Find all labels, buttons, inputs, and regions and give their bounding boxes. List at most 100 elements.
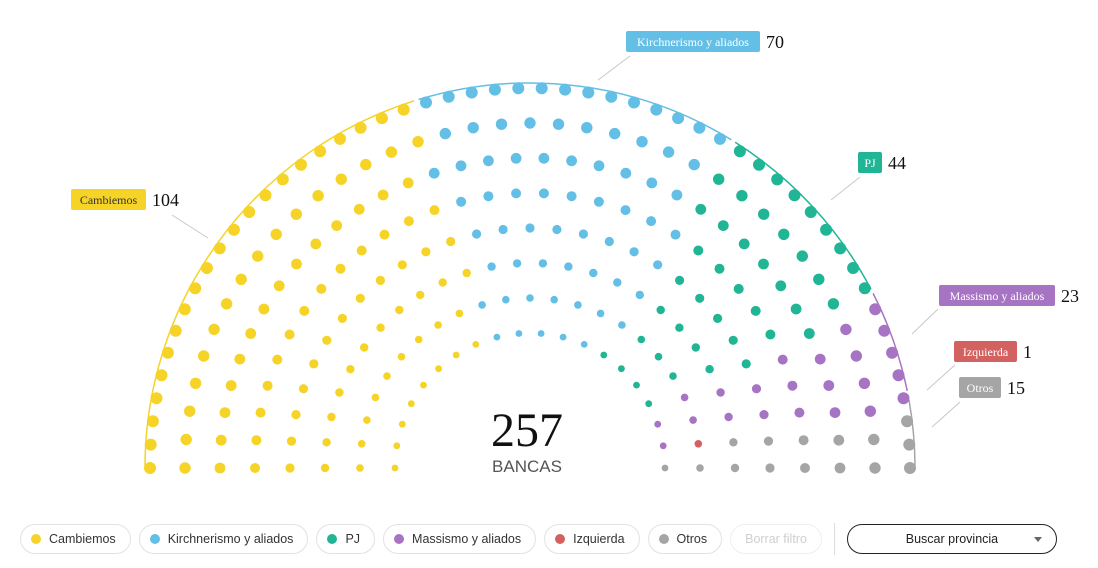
seat-dot [363, 416, 371, 424]
seat-dot [452, 351, 460, 359]
seat-dot [637, 335, 646, 344]
legend-dot-icon [31, 534, 41, 544]
seat-dot [635, 290, 644, 300]
seat-dot [688, 158, 700, 171]
seat-dot [356, 464, 364, 472]
seat-dot [671, 189, 683, 201]
seat-dot [467, 122, 479, 134]
seat-dot [659, 442, 667, 450]
party-seat-count: 44 [888, 153, 906, 173]
seat-dot [729, 438, 738, 447]
party-tag-label: Kirchnerismo y aliados [637, 35, 749, 49]
seat-dot [354, 121, 367, 134]
seat-dot [290, 208, 302, 220]
seat-dot [653, 260, 663, 270]
seat-dot [515, 330, 523, 337]
seat-dot [472, 229, 482, 239]
seat-dot [613, 278, 622, 287]
seat-dot [472, 341, 480, 348]
seat-dot [337, 313, 347, 323]
seat-dot [488, 83, 501, 96]
seat-dot [250, 463, 260, 473]
seat-dot [214, 462, 226, 474]
seat-dot [717, 220, 729, 232]
seat-dot [728, 335, 738, 345]
legend-item-pj[interactable]: PJ [316, 524, 376, 554]
seat-dot [645, 400, 653, 408]
seat-dot [495, 118, 508, 130]
seat-dot [593, 196, 604, 207]
seat-dot [878, 324, 891, 337]
party-seat-count: 23 [1061, 286, 1079, 306]
seat-dot [398, 420, 406, 428]
seat-dot [377, 189, 389, 201]
seat-dot [213, 242, 226, 255]
seat-dot [200, 262, 213, 274]
seat-dot [847, 262, 860, 274]
seat-dot [456, 196, 467, 207]
callout: Cambiemos 104 [71, 189, 209, 239]
seat-dot [393, 442, 401, 450]
legend-label: Cambiemos [49, 532, 116, 546]
seat-dot [524, 117, 536, 129]
seat-dot [646, 216, 657, 227]
seat-dot [252, 250, 264, 262]
legend-item-massismo[interactable]: Massismo y aliados [383, 524, 537, 554]
legend: Cambiemos Kirchnerismo y aliados PJ Mass… [20, 523, 1057, 555]
seat-dot [376, 323, 385, 332]
seat-dot [346, 365, 355, 374]
seat-dot [778, 228, 790, 240]
seat-dot [763, 436, 774, 446]
seat-dot [355, 293, 365, 303]
party-tag-label: Massismo y aliados [950, 289, 1045, 303]
seat-dot [251, 435, 262, 446]
seat-dot [144, 438, 157, 451]
seat-dot [512, 259, 522, 268]
seat-dot [736, 190, 748, 202]
seat-dot [695, 293, 705, 303]
seat-dot [834, 242, 847, 255]
seat-dot [689, 416, 697, 424]
legend-item-otros[interactable]: Otros [647, 524, 723, 554]
seat-dot [270, 228, 282, 240]
seat-dot [654, 352, 663, 361]
seat-dot [765, 463, 775, 473]
seat-dot [858, 282, 871, 295]
seat-dot [578, 229, 589, 239]
clear-filter-button[interactable]: Borrar filtro [730, 524, 822, 554]
leader-line [911, 308, 939, 335]
seat-dot [600, 351, 608, 359]
seat-dot [629, 247, 639, 257]
seat-dot [636, 136, 648, 148]
seat-dot [650, 103, 663, 116]
seat-dot [402, 177, 414, 189]
seat-dot [383, 372, 391, 380]
legend-item-kirchnerismo[interactable]: Kirchnerismo y aliados [138, 524, 309, 554]
seat-dot [840, 323, 852, 336]
seat-dot [375, 275, 385, 285]
seat-dot [259, 189, 272, 202]
seat-dot [733, 283, 744, 294]
seat-dot [234, 353, 246, 365]
legend-item-cambiemos[interactable]: Cambiemos [20, 524, 131, 554]
province-search-select[interactable]: Buscar provincia [846, 524, 1057, 554]
seat-dot [483, 191, 494, 202]
seat-dot [904, 462, 916, 474]
seat-dot [295, 158, 307, 171]
seat-dot [675, 275, 685, 285]
leader-line [830, 176, 861, 201]
seat-dot [800, 463, 810, 473]
party-seat-count: 1 [1023, 342, 1032, 362]
seat-dot [178, 303, 191, 316]
total-seats-label: BANCAS [492, 457, 562, 476]
legend-item-izquierda[interactable]: Izquierda [544, 524, 640, 554]
seat-dot [455, 160, 467, 172]
arc-segment [418, 82, 732, 141]
seat-dot [184, 405, 196, 417]
seat-dot [604, 236, 614, 247]
seat-dot [714, 132, 726, 145]
seat-dot [618, 321, 626, 329]
seat-dot [834, 462, 846, 474]
seat-dot [813, 273, 825, 285]
leader-line [926, 364, 956, 391]
